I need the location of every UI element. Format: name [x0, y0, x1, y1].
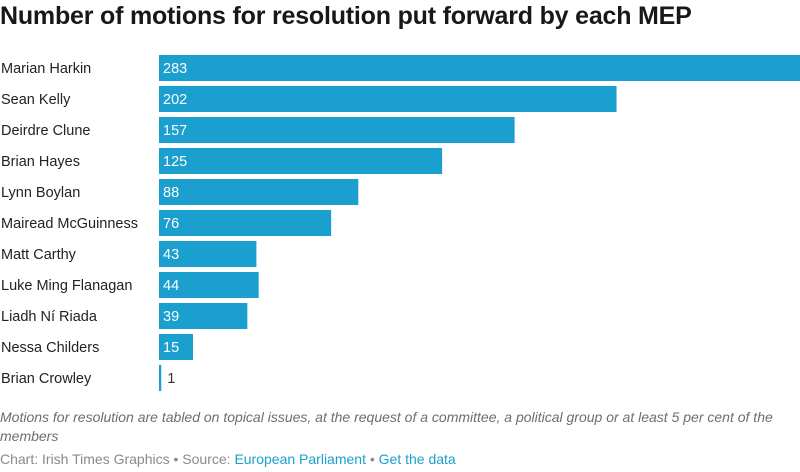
category-label: Luke Ming Flanagan	[1, 278, 132, 294]
bar-chart: Marian Harkin 283 Sean Kelly 202 Deirdre Clu…	[1, 55, 800, 391]
category-label: Brian Crowley	[1, 371, 92, 387]
value-label: 43	[163, 247, 179, 263]
bar	[159, 334, 193, 360]
value-label: 39	[163, 309, 179, 325]
chart-footer: Chart: Irish Times Graphics • Source: Eu…	[0, 451, 790, 467]
value-label: 15	[163, 340, 179, 356]
value-label: 76	[163, 216, 179, 232]
chart-note: Motions for resolution are tabled on top…	[0, 409, 773, 444]
category-label: Marian Harkin	[1, 61, 91, 77]
credit-text: Chart: Irish Times Graphics	[0, 451, 170, 467]
source-link[interactable]: European Parliament	[234, 451, 366, 467]
source-label: Source:	[182, 451, 235, 467]
separator: •	[169, 451, 183, 467]
bar	[159, 179, 359, 205]
value-label: 44	[163, 278, 179, 294]
category-label: Nessa Childers	[1, 340, 99, 356]
bar	[159, 272, 259, 298]
bar	[159, 210, 332, 236]
category-label: Liadh Ní Riada	[1, 309, 98, 325]
category-label: Sean Kelly	[1, 92, 71, 108]
value-label: 125	[163, 154, 187, 170]
category-label: Mairead McGuinness	[1, 216, 138, 232]
value-label: 283	[163, 61, 187, 77]
bar	[159, 241, 257, 267]
bar	[159, 55, 800, 81]
category-label: Lynn Boylan	[1, 185, 80, 201]
bar	[159, 86, 617, 112]
category-label: Brian Hayes	[1, 154, 80, 170]
bar	[159, 148, 443, 174]
category-label: Deirdre Clune	[1, 123, 90, 139]
value-label: 88	[163, 185, 179, 201]
bar	[159, 365, 162, 391]
get-data-link[interactable]: Get the data	[378, 451, 456, 467]
chart-title: Number of motions for resolution put for…	[0, 2, 692, 30]
separator: •	[365, 451, 379, 467]
value-label: 202	[163, 92, 187, 108]
value-label: 157	[163, 123, 187, 139]
value-label: 1	[167, 371, 175, 387]
bar	[159, 303, 248, 329]
category-label: Matt Carthy	[1, 247, 77, 263]
bar	[159, 117, 515, 143]
